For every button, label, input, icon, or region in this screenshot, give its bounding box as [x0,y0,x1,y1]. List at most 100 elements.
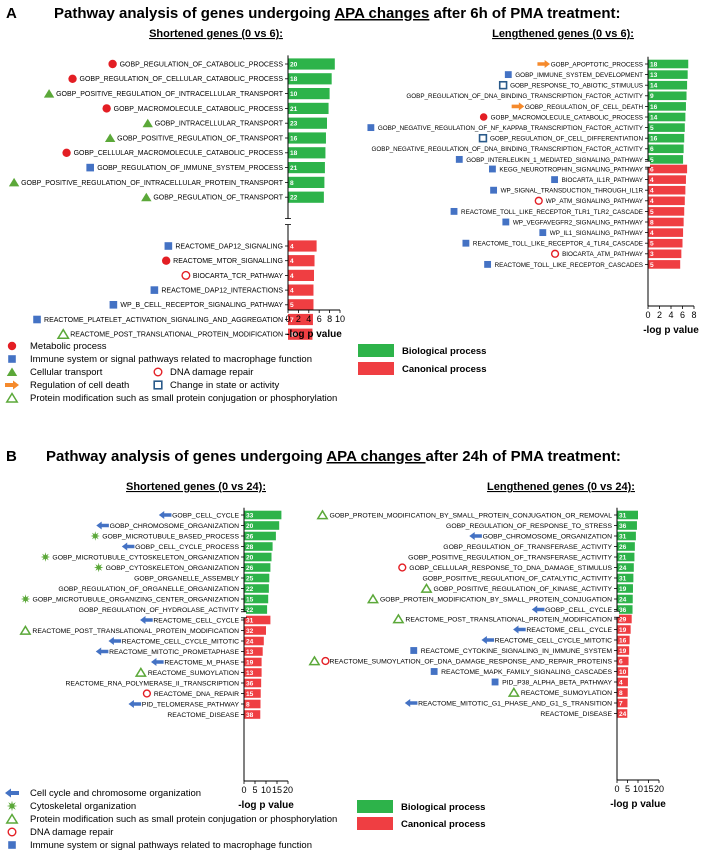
legend-label: DNA damage repair [170,367,253,378]
bar-count-label: 24 [619,596,627,603]
bar-count-label: 19 [619,586,627,593]
bar-count-label: 24 [246,638,254,645]
canonical-bar [617,667,629,676]
blue-arrow-shape [404,698,418,708]
marker-sqblue-icon [455,155,463,163]
x-axis-label: -log p value [238,800,294,811]
bar-count-label: 20 [246,523,254,530]
bio-bar [648,123,685,132]
x-tick-label: 6 [680,310,685,320]
axis-break [615,611,619,618]
bio-bar [617,573,634,583]
marker-tri-icon [141,192,152,202]
marker-arrowblue-icon [5,788,19,798]
category-label: GOBP_PROTEIN_MODIFICATION_BY_SMALL_PROTE… [380,596,612,603]
open-triangle-shape [5,392,19,403]
category-label: GOBP_CELL_CYCLE [172,512,239,519]
legend-label: Regulation of cell death [30,380,129,391]
dot-shape [68,74,77,84]
star-shape [20,594,31,604]
open-circle-shape [142,689,152,698]
bio-bar [244,531,276,541]
marker-tri-icon [142,118,153,128]
marker-circ-icon [181,270,191,280]
canonical-bar [617,635,630,645]
marker-circ-icon [398,563,407,572]
canonical-bar [244,615,271,625]
canonical-bar [617,698,628,708]
blue-arrow-shape [151,657,164,667]
legend-swatch [357,817,393,830]
bio-bar [244,510,282,520]
star-shape [94,562,104,573]
marker-tricopen-icon [316,509,329,520]
open-circle-shape [398,563,407,572]
bar-count-label: 18 [290,150,298,157]
category-label: GOBP_IMMUNE_SYSTEM_DEVELOPMENT [515,72,643,79]
bar-count-label: 5 [650,157,654,164]
square-shape [150,286,159,294]
category-label: REACTOME_DAP12_INTERACTIONS [161,288,283,295]
square-shape [109,301,118,309]
square-shape [8,841,16,849]
category-label: GOBP_REGULATION_OF_CELL_DEATH [525,104,643,111]
marker-sqblue-icon [430,668,438,675]
category-label: REACTOME_SUMOYLATION_OF_DNA_DAMAGE_RESPO… [329,658,612,665]
panel-a-title-post: after 6h of PMA treatment: [429,5,620,22]
open-circle-shape [181,270,191,280]
bio-bar [617,584,633,593]
bio-bar [288,73,332,85]
square-shape [484,260,492,268]
category-label: WP_VEGFAVEGFR2_SIGNALING_PATHWAY [513,219,644,226]
legend-swatch [358,362,394,375]
legend-label: Cell cycle and chromosome organization [30,788,201,799]
dot-shape [7,341,17,351]
marker-dot-icon [102,104,111,113]
bar-count-label: 8 [290,180,294,187]
bar-count-label: 36 [619,607,627,614]
bar-count-label: 29 [619,616,627,623]
category-label: GOBP_REGULATION_OF_DNA_BINDING_TRANSCRIP… [406,93,643,100]
marker-tricopen-icon [5,392,19,403]
axis-break [242,611,246,618]
category-label: REACTOME_TOLL_LIKE_RECEPTOR_TLR1_TLR2_CA… [461,209,643,216]
bio-bar [288,102,329,114]
bar-count-label: 31 [619,512,627,519]
category-label: BIOCARTA_TCR_PATHWAY [193,273,283,280]
marker-arrowblue-icon [151,657,164,667]
bio-bar [244,542,273,551]
bio-bar [244,584,269,593]
bar-count-label: 21 [619,554,627,561]
legend-label: DNA damage repair [30,827,113,838]
canonical-bar [244,678,262,688]
category-label: REACTOME_MAPK_FAMILY_SIGNALING_CASCADES [441,669,612,676]
category-label: REACTOME_MITOTIC_G1_PHASE_AND_G1_S_TRANS… [418,700,612,707]
category-label: GOBP_REGULATION_OF_RESPONSE_TO_STRESS [446,523,612,530]
category-label: REACTOME_TOLL_LIKE_RECEPTOR_CASCADES [495,262,643,269]
x-tick-label: 20 [283,785,293,795]
chart-1: Shortened genes (0 vs 6): 20 GOBP_REGULATI… [8,28,345,340]
canonical-bar [617,614,632,624]
marker-sqopen-icon [498,80,508,90]
bar-count-label: 19 [619,627,627,634]
panel-b-title-pre: Pathway analysis of genes undergoing [46,448,326,465]
open-triangle-shape [392,613,405,624]
category-label: GOBP_MICROTUBULE_CYTOSKELETON_ORGANIZATI… [52,554,239,561]
dot-shape [161,256,171,265]
open-triangle-shape [366,593,379,604]
bio-bar [244,563,271,572]
blue-arrow-shape [531,605,545,614]
blue-arrow-shape [158,510,172,520]
bio-bar [617,510,638,520]
marker-arrowblue-icon [481,635,495,645]
panel-b-title-post: after 24h of PMA treatment: [426,448,621,465]
bar-count-label: 26 [619,544,627,551]
bio-bar [244,521,280,530]
bar-count-label: 5 [650,209,654,216]
bar-count-label: 4 [619,679,623,686]
category-label: GOBP_CELL_CYCLE [545,607,612,614]
canonical-bar [244,689,261,698]
legend-label: Change in state or activity [170,380,280,391]
square-shape [410,647,418,654]
